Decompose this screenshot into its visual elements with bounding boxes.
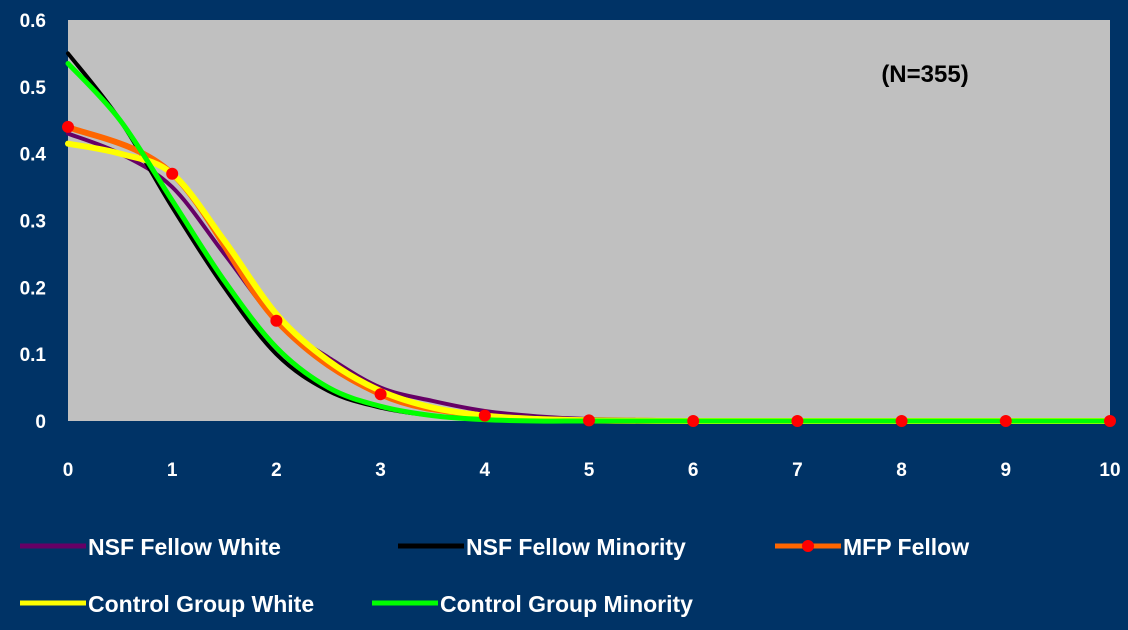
x-tick-label: 4: [480, 460, 491, 481]
y-tick-label: 0.2: [20, 278, 46, 299]
data-point-mfp-fellow: [687, 415, 700, 427]
legend-label-control-group-white: Control Group White: [88, 591, 314, 617]
y-tick-label: 0.1: [20, 345, 47, 366]
data-point-mfp-fellow: [999, 415, 1012, 427]
legend-marker-mfp-fellow: [802, 540, 814, 552]
x-tick-label: 3: [375, 460, 386, 481]
data-point-mfp-fellow: [374, 388, 387, 401]
x-tick-label: 5: [584, 460, 595, 481]
y-tick-label: 0.4: [20, 145, 47, 166]
y-tick-label: 0.5: [20, 78, 47, 99]
legend-label-nsf-fellow-minority: NSF Fellow Minority: [466, 534, 686, 560]
legend-label-control-group-minority: Control Group Minority: [440, 591, 693, 617]
x-tick-label: 10: [1099, 460, 1120, 481]
y-tick-label: 0: [35, 412, 46, 433]
sample-size-annotation: (N=355): [881, 61, 968, 88]
data-point-mfp-fellow: [791, 415, 804, 427]
data-point-mfp-fellow: [478, 409, 491, 422]
data-point-mfp-fellow: [270, 314, 283, 327]
x-tick-label: 8: [896, 460, 907, 481]
data-point-mfp-fellow: [583, 414, 595, 427]
x-tick-label: 2: [271, 460, 282, 481]
y-axis: 0 0.1 0.2 0.3 0.4 0.5 0.6: [20, 11, 47, 433]
data-point-mfp-fellow: [1104, 415, 1116, 427]
legend-label-mfp-fellow: MFP Fellow: [843, 534, 969, 560]
y-tick-label: 0.3: [20, 212, 46, 233]
x-tick-label: 7: [792, 460, 803, 481]
data-point-mfp-fellow: [62, 120, 74, 133]
data-point-mfp-fellow: [895, 415, 908, 427]
data-point-mfp-fellow: [166, 167, 179, 180]
legend-label-nsf-fellow-white: NSF Fellow White: [88, 534, 281, 560]
x-tick-label: 1: [167, 460, 178, 481]
x-tick-label: 6: [688, 460, 699, 481]
x-tick-label: 0: [63, 460, 74, 481]
x-axis: 0 1 2 3 4 5 6 7 8 9 10: [63, 460, 1121, 481]
series-layer: [62, 51, 1116, 427]
y-tick-label: 0.6: [20, 11, 46, 32]
legend: NSF Fellow White NSF Fellow Minority MFP F…: [20, 534, 969, 617]
plot-area: [68, 20, 1110, 421]
x-tick-label: 9: [1001, 460, 1012, 481]
